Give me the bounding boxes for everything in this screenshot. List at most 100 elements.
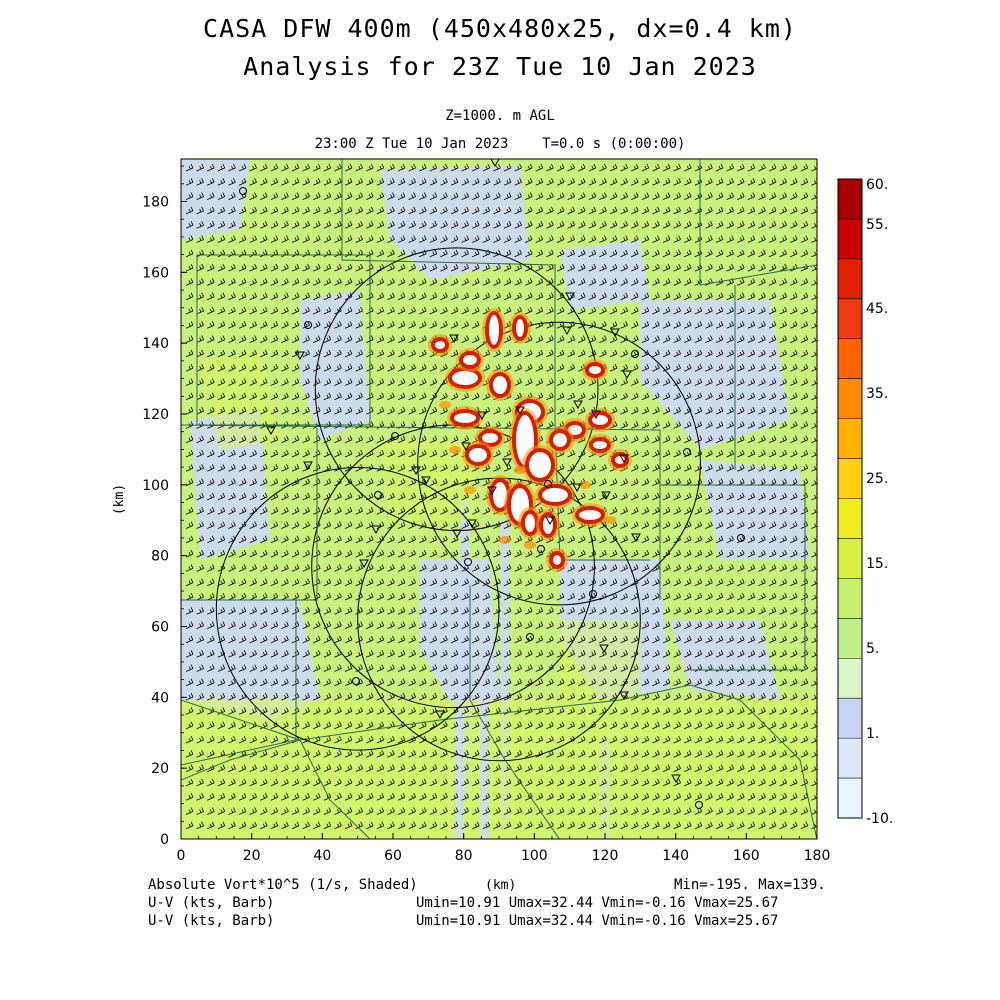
station-circle-marker (695, 801, 703, 809)
vorticity-max-blob (518, 507, 542, 539)
station-circle-marker (537, 545, 545, 553)
x-tick-label: 120 (592, 848, 619, 864)
station-triangle-marker (467, 519, 477, 529)
station-circle-marker (544, 480, 552, 488)
wind-barbs (185, 163, 817, 830)
x-tick-label: 180 (804, 848, 831, 864)
colorbar-swatch (838, 698, 862, 739)
y-tick-label: 160 (142, 265, 169, 281)
station-triangle-marker (435, 710, 445, 720)
x-tick-label: 80 (455, 848, 473, 864)
colorbar-frame (837, 178, 863, 819)
station-triangle-marker (591, 410, 601, 420)
station-circle-marker (391, 432, 399, 440)
station-triangle-marker (515, 406, 525, 416)
station-triangle-marker (619, 691, 629, 701)
colorbar-label: 60. (866, 177, 888, 193)
vorticity-max-blob (439, 401, 451, 409)
figure-subtitle: Analysis for 23Z Tue 10 Jan 2023 (243, 52, 757, 81)
y-tick-label: 120 (142, 407, 169, 423)
station-markers (239, 159, 745, 809)
y-tick-label: 60 (151, 620, 169, 636)
station-circle-marker (304, 321, 312, 329)
county-boundary (181, 600, 297, 766)
colorbar-label: 5. (866, 641, 879, 657)
x-axis-label: (km) (485, 878, 517, 893)
vorticity-max-blob (524, 541, 536, 549)
station-triangle-marker (452, 529, 462, 539)
radar-range-ring (417, 321, 701, 606)
y-tick-label: 80 (151, 549, 169, 565)
county-boundary (341, 159, 556, 425)
colorbar-swatch (838, 658, 862, 699)
vorticity-max-blob (447, 406, 483, 430)
station-triangle-marker (565, 292, 575, 302)
vorticity-max-blob (449, 446, 461, 454)
level-label: Z=1000. m AGL (445, 108, 555, 124)
colorbar-label: 35. (866, 386, 888, 402)
county-boundary (181, 739, 301, 781)
low-vorticity-streak (500, 520, 510, 820)
colorbar-swatch (838, 179, 862, 220)
colorbar-swatch (838, 738, 862, 779)
vorticity-max-blob (428, 334, 452, 356)
colorbar-swatch (838, 378, 862, 420)
county-boundary (299, 739, 371, 839)
colorbar (837, 178, 863, 819)
station-triangle-marker (562, 326, 572, 336)
high-vorticity-patch (560, 620, 640, 700)
county-boundary (469, 585, 560, 839)
station-triangle-marker (303, 461, 313, 471)
colorbar-swatch (838, 498, 862, 539)
colorbar-swatch (838, 298, 862, 340)
vorticity-max-blob (456, 348, 484, 372)
y-tick-label: 20 (151, 761, 169, 777)
county-boundary (181, 684, 817, 839)
station-circle-marker (526, 633, 534, 641)
low-vorticity-patch (181, 160, 250, 240)
vorticity-max-blob (546, 426, 574, 454)
station-triangle-marker (266, 426, 276, 436)
station-triangle-marker (371, 525, 381, 535)
radar-range-ring (215, 466, 500, 751)
vorticity-max-blob (535, 481, 575, 509)
field-range: Min=-195. Max=139. (674, 877, 826, 893)
vector2-name: U-V (kts, Barb) (148, 913, 275, 929)
vorticity-max-blob (608, 449, 632, 471)
y-axis-label: (km) (112, 483, 128, 516)
station-triangle-marker (421, 476, 431, 486)
x-tick-label: 140 (662, 848, 689, 864)
high-vorticity-patch (380, 440, 480, 530)
station-triangle-marker (449, 334, 459, 344)
station-triangle-marker (622, 370, 632, 380)
station-triangle-marker (619, 454, 629, 464)
vorticity-max-blob (482, 308, 506, 352)
vorticity-max-blob (604, 516, 616, 524)
low-vorticity-streak (460, 500, 470, 800)
county-boundary (196, 254, 371, 426)
x-tick-label: 40 (313, 848, 331, 864)
station-triangle-marker (359, 559, 369, 569)
colorbar-label: 15. (866, 556, 888, 572)
station-triangle-marker (502, 458, 512, 468)
station-circle-marker (683, 448, 691, 456)
station-circle-marker (352, 677, 360, 685)
colorbar-swatch (838, 578, 862, 619)
x-tick-label: 160 (733, 848, 760, 864)
colorbar-swatch (838, 458, 862, 499)
station-triangle-marker (573, 400, 583, 410)
station-circle-marker (631, 350, 639, 358)
low-vorticity-patch (670, 620, 780, 700)
vorticity-max-blob (522, 445, 558, 485)
figure-title: CASA DFW 400m (450x480x25, dx=0.4 km) (203, 14, 797, 43)
station-triangle-marker (631, 533, 641, 543)
station-circle-marker (737, 534, 745, 542)
colorbar-swatch (838, 538, 862, 579)
x-tick-label: 0 (177, 848, 186, 864)
vorticity-max-blob (582, 359, 608, 381)
x-tick-label: 20 (243, 848, 261, 864)
vorticity-max-blob (536, 509, 560, 541)
y-tick-label: 0 (160, 832, 169, 848)
y-tick-label: 40 (151, 690, 169, 706)
